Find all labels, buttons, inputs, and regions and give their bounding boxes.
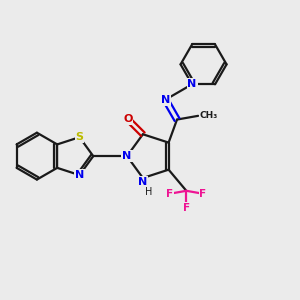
Text: N: N [188,79,197,89]
Text: S: S [76,132,83,142]
Text: F: F [183,203,190,213]
Text: F: F [200,189,206,199]
Text: CH₃: CH₃ [200,111,217,120]
Text: O: O [123,114,132,124]
Text: N: N [138,177,148,187]
Text: N: N [161,94,170,105]
Text: F: F [166,189,173,199]
Text: N: N [122,151,132,161]
Text: N: N [75,170,84,180]
Text: H: H [145,187,153,196]
